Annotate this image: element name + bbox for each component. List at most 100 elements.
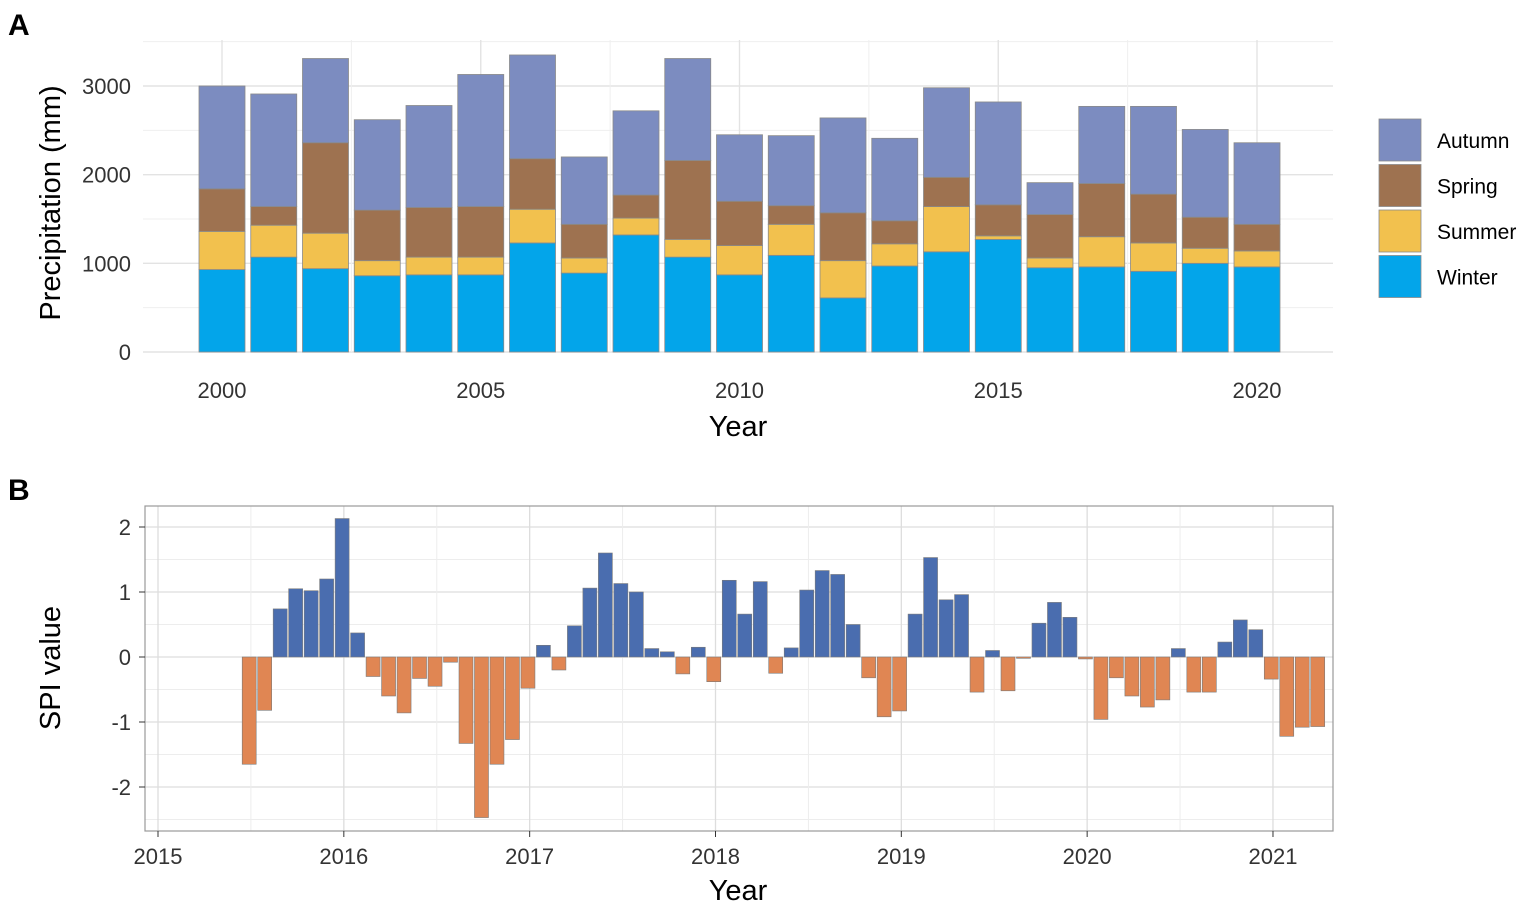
bar-summer-2019 — [1181, 247, 1229, 264]
bar-winter-2004 — [405, 274, 453, 353]
spi-bar-29 — [675, 656, 691, 675]
y-tick-label: 1000 — [82, 251, 131, 276]
spi-bar-33 — [737, 613, 753, 658]
bar-autumn-2003 — [353, 119, 401, 211]
bar-autumn-2002 — [302, 58, 349, 144]
bar-summer-2015 — [974, 235, 1022, 240]
bar-winter-2005 — [457, 274, 505, 353]
legend-label-summer: Summer — [1437, 221, 1516, 244]
spi-bar-69 — [1294, 656, 1310, 728]
bar-spring-2019 — [1181, 216, 1229, 249]
legend-swatch-winter — [1378, 255, 1422, 298]
y-tick-label: -2 — [111, 775, 131, 800]
spi-bar-19 — [520, 656, 536, 689]
bar-autumn-2008 — [612, 110, 660, 196]
spi-bar-42 — [876, 656, 892, 718]
bar-summer-2016 — [1026, 257, 1074, 269]
bar-winter-2015 — [974, 238, 1022, 353]
bar-spring-2007 — [560, 223, 608, 259]
x-tick-label: 2000 — [198, 378, 247, 403]
x-tick-label: 2021 — [1249, 844, 1298, 869]
spi-bar-28 — [660, 651, 675, 658]
spi-bar-6 — [319, 578, 334, 658]
spi-bar-31 — [706, 656, 722, 683]
bar-autumn-2017 — [1078, 105, 1126, 184]
spi-bar-37 — [799, 589, 814, 658]
bar-autumn-2014 — [923, 87, 970, 178]
bar-summer-2012 — [819, 260, 867, 299]
bar-winter-2014 — [923, 251, 970, 353]
y-ticks-b: -2 -1 0 1 2 — [111, 515, 145, 800]
y-ticks-a: 0 1000 2000 3000 — [82, 74, 131, 365]
x-tick-label: 2005 — [456, 378, 505, 403]
x-tick-label: 2018 — [691, 844, 740, 869]
spi-bar-46 — [938, 599, 954, 658]
bar-autumn-2012 — [819, 117, 867, 214]
spi-bar-56 — [1093, 656, 1109, 720]
bar-winter-2001 — [250, 256, 298, 353]
spi-bar-18 — [505, 656, 520, 740]
x-ticks-a: 2000 2005 2010 2015 2020 — [198, 378, 1282, 403]
y-axis-title-b: SPI value — [35, 606, 67, 730]
bar-spring-2020 — [1233, 223, 1281, 252]
bar-winter-2013 — [871, 265, 919, 353]
panel-b: B -2 -1 0 1 2 2015 2016 2017 2018 2019 2020 2021 S… — [8, 474, 1334, 907]
spi-bar-32 — [721, 579, 737, 658]
spi-bar-52 — [1031, 622, 1047, 658]
spi-bar-39 — [830, 574, 845, 658]
bar-winter-2011 — [767, 254, 815, 353]
spi-bar-12 — [412, 656, 427, 679]
spi-bar-50 — [1000, 656, 1016, 692]
spi-bar-48 — [969, 656, 985, 693]
bar-autumn-2020 — [1233, 142, 1281, 225]
spi-bar-30 — [690, 646, 706, 658]
bar-summer-2014 — [923, 206, 970, 253]
spi-bar-3 — [272, 608, 288, 658]
legend-swatch-spring — [1378, 164, 1422, 207]
y-tick-label: 0 — [119, 340, 131, 365]
plot-border-b — [144, 505, 1334, 832]
spi-bar-40 — [845, 624, 861, 658]
bar-summer-2011 — [767, 223, 815, 256]
spi-bar-57 — [1109, 656, 1124, 679]
bar-spring-2011 — [767, 205, 815, 225]
bar-spring-2018 — [1130, 193, 1177, 244]
bar-spring-2006 — [509, 158, 556, 210]
spi-bar-22 — [567, 625, 582, 658]
bar-spring-2015 — [974, 204, 1022, 237]
bar-summer-2000 — [198, 231, 246, 270]
bar-winter-2002 — [302, 268, 349, 353]
spi-bar-66 — [1248, 629, 1264, 658]
legend-swatch-summer — [1378, 209, 1422, 253]
panel-label-a: A — [8, 9, 30, 42]
bar-autumn-2004 — [405, 105, 453, 208]
bar-summer-2006 — [509, 208, 556, 244]
bar-summer-2005 — [457, 256, 505, 276]
spi-bar-64 — [1217, 641, 1233, 658]
bar-spring-2013 — [871, 220, 919, 245]
bar-summer-2018 — [1130, 242, 1177, 272]
spi-bar-7 — [334, 518, 350, 658]
spi-bar-61 — [1171, 648, 1186, 658]
bar-autumn-2009 — [664, 58, 712, 161]
bar-winter-2008 — [612, 234, 660, 353]
panel-label-b: B — [8, 474, 30, 507]
bar-spring-2002 — [302, 142, 349, 234]
spi-bar-17 — [489, 656, 505, 765]
bar-spring-2000 — [198, 188, 246, 232]
bar-winter-2012 — [819, 297, 867, 353]
spi-bar-35 — [768, 656, 784, 674]
x-axis-title-b: Year — [709, 875, 768, 907]
bar-winter-2016 — [1026, 267, 1074, 353]
x-tick-label: 2015 — [974, 378, 1023, 403]
spi-bar-9 — [365, 656, 381, 677]
spi-bar-58 — [1124, 656, 1140, 697]
bar-spring-2012 — [819, 212, 867, 262]
bars-a — [198, 54, 1281, 353]
spi-bar-70 — [1310, 656, 1326, 727]
bar-summer-2020 — [1233, 250, 1281, 268]
bar-spring-2010 — [716, 200, 763, 246]
spi-bar-10 — [381, 656, 396, 697]
spi-bar-34 — [752, 581, 768, 658]
spi-bar-36 — [783, 647, 799, 658]
